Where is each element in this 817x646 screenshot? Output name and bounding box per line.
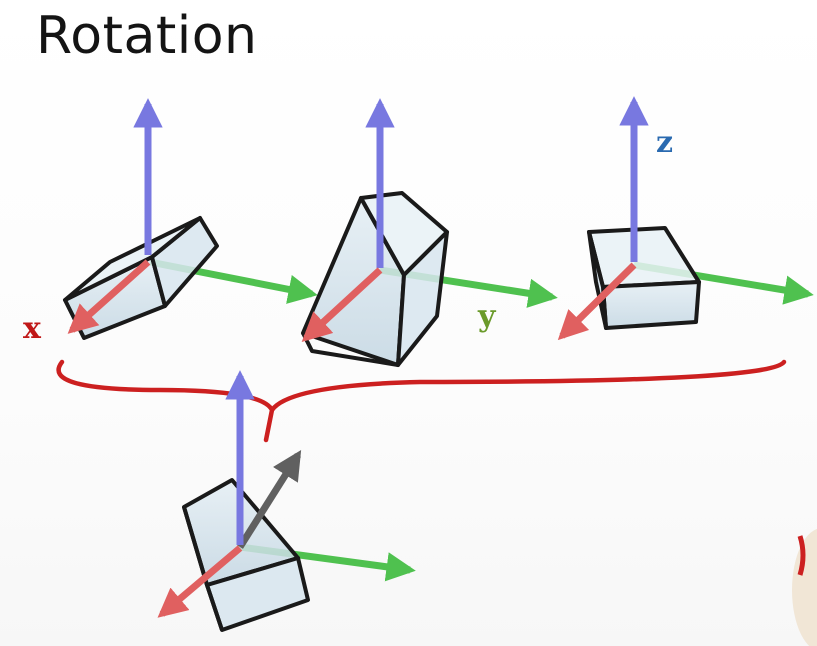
box <box>587 226 701 330</box>
combine-brace <box>56 359 787 443</box>
y-axis-label: y <box>477 299 497 334</box>
z-axis-label: z <box>656 125 673 160</box>
slide-title: Rotation <box>36 6 258 66</box>
x-axis-arrow <box>301 267 383 342</box>
edge-object <box>792 528 817 646</box>
x-axis-arrow <box>557 262 637 341</box>
box <box>182 478 310 632</box>
frame-combined-rotation <box>157 370 416 632</box>
x-axis-arrow <box>157 545 243 618</box>
frame-z-rotation: z <box>557 96 814 341</box>
x-axis-label: x <box>23 311 42 346</box>
x-axis-arrow <box>67 259 151 334</box>
frame-y-rotation: y <box>301 98 558 367</box>
rotation-axis-arrow <box>237 450 302 549</box>
frame-x-rotation: x <box>23 98 318 346</box>
